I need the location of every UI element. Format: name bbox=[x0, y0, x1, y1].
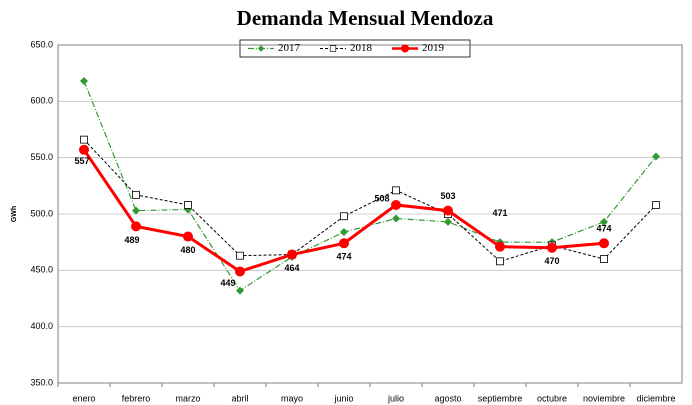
data-point bbox=[80, 135, 88, 144]
y-tick-label: 450.0 bbox=[30, 265, 53, 275]
legend-label: 2019 bbox=[422, 42, 445, 54]
data-label: 489 bbox=[124, 235, 139, 245]
data-label: 508 bbox=[374, 193, 389, 203]
data-label: 471 bbox=[492, 208, 507, 218]
x-tick-label: junio bbox=[333, 393, 353, 403]
data-point bbox=[600, 217, 608, 226]
x-tick-label: septiembre bbox=[478, 393, 523, 403]
data-point bbox=[443, 205, 453, 216]
data-point bbox=[495, 241, 505, 252]
x-tick-label: julio bbox=[387, 393, 404, 403]
y-tick-label: 550.0 bbox=[30, 152, 53, 162]
data-point bbox=[183, 231, 193, 242]
series-line bbox=[83, 80, 657, 292]
legend-marker bbox=[257, 45, 265, 52]
y-tick-label: 350.0 bbox=[30, 377, 53, 387]
data-label: 474 bbox=[336, 252, 351, 262]
data-point bbox=[496, 257, 504, 266]
data-label: 474 bbox=[596, 224, 611, 234]
x-tick-label: febrero bbox=[122, 393, 151, 403]
x-tick-label: enero bbox=[72, 393, 95, 403]
data-point bbox=[652, 152, 660, 161]
data-point bbox=[287, 249, 297, 260]
legend-marker bbox=[401, 44, 409, 53]
data-label: 470 bbox=[544, 256, 559, 266]
data-point bbox=[184, 201, 192, 209]
legend-marker bbox=[329, 45, 337, 52]
data-point bbox=[444, 217, 452, 226]
data-label: 449 bbox=[220, 278, 235, 288]
data-point bbox=[79, 144, 89, 155]
y-axis-label: GWh bbox=[11, 206, 18, 222]
data-point bbox=[652, 201, 660, 209]
data-point bbox=[340, 228, 348, 237]
x-tick-label: noviembre bbox=[583, 393, 625, 403]
data-point bbox=[392, 186, 400, 195]
y-tick-label: 500.0 bbox=[30, 208, 53, 218]
chart-title: Demanda Mensual Mendoza bbox=[237, 6, 494, 30]
legend-box bbox=[239, 39, 471, 58]
y-tick-label: 600.0 bbox=[30, 96, 53, 106]
data-point bbox=[80, 77, 88, 86]
data-point bbox=[391, 199, 401, 210]
data-label: 557 bbox=[74, 156, 89, 166]
data-point bbox=[236, 286, 244, 295]
data-point bbox=[599, 238, 609, 249]
data-point bbox=[547, 242, 557, 253]
x-tick-label: agosto bbox=[434, 393, 461, 403]
data-point bbox=[131, 221, 141, 232]
x-tick-label: abril bbox=[231, 393, 248, 403]
data-point bbox=[236, 251, 244, 260]
data-label: 480 bbox=[180, 245, 195, 255]
x-tick-label: octubre bbox=[537, 393, 567, 403]
y-tick-label: 400.0 bbox=[30, 321, 53, 331]
legend-label: 2018 bbox=[350, 42, 373, 54]
data-point bbox=[132, 190, 140, 199]
y-tick-label: 650.0 bbox=[30, 39, 53, 49]
legend-label: 2017 bbox=[278, 42, 301, 54]
data-point bbox=[339, 238, 349, 249]
x-tick-label: marzo bbox=[175, 393, 200, 403]
data-point bbox=[600, 255, 608, 263]
x-tick-label: mayo bbox=[281, 393, 303, 403]
data-point bbox=[340, 212, 348, 221]
data-point bbox=[392, 214, 400, 223]
x-tick-label: diciembre bbox=[636, 393, 675, 403]
data-point bbox=[132, 206, 140, 215]
data-label: 503 bbox=[440, 191, 455, 201]
data-point bbox=[235, 266, 245, 277]
data-label: 464 bbox=[284, 263, 299, 273]
